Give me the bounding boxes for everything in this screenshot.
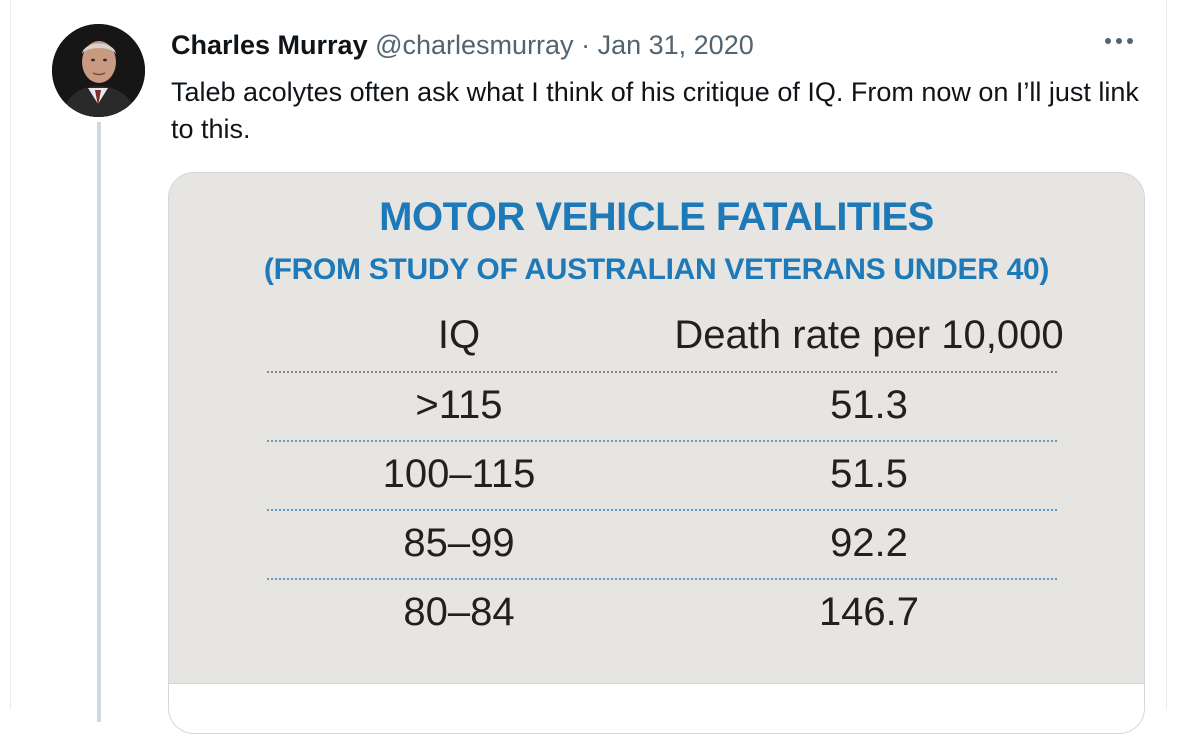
tweet-media[interactable]: MOTOR VEHICLE FATALITIES (FROM STUDY OF … (168, 172, 1145, 734)
iq-cell: >115 (415, 383, 503, 427)
thread-line (97, 122, 101, 722)
iq-cell: 85–99 (403, 521, 515, 565)
table-row: 100–115 51.5 (169, 450, 1144, 498)
row-divider (267, 440, 1057, 442)
avatar[interactable] (52, 24, 145, 117)
death-rate-cell: 92.2 (830, 521, 908, 565)
more-dots-icon[interactable] (1105, 38, 1133, 44)
meta-separator: · (581, 30, 591, 60)
row-divider (267, 509, 1057, 511)
row-divider (267, 578, 1057, 580)
iq-cell: 80–84 (403, 590, 515, 634)
death-rate-cell: 146.7 (818, 590, 920, 634)
column-header-iq: IQ (437, 313, 481, 357)
author-name[interactable]: Charles Murray (171, 30, 368, 60)
iq-cell: 100–115 (382, 452, 536, 496)
death-rate-cell: 51.5 (830, 452, 908, 496)
table-row: 85–99 92.2 (169, 519, 1144, 567)
table-row: 80–84 146.7 (169, 588, 1144, 636)
tweet-date[interactable]: Jan 31, 2020 (597, 30, 754, 60)
author-handle[interactable]: @charlesmurray (375, 30, 574, 60)
tweet-header: Charles Murray @charlesmurray · Jan 31, … (171, 28, 754, 62)
media-title: MOTOR VEHICLE FATALITIES (379, 195, 934, 239)
death-rate-cell: 51.3 (830, 383, 908, 427)
media-footer (169, 683, 1144, 733)
dot (1127, 38, 1133, 44)
tweet-card[interactable]: Charles Murray @charlesmurray · Jan 31, … (10, 0, 1167, 734)
row-divider (267, 371, 1057, 373)
dot (1116, 38, 1122, 44)
table-header-row: IQ Death rate per 10,000 (169, 311, 1144, 359)
tweet-text: Taleb acolytes often ask what I think of… (171, 77, 1139, 144)
table-row: >115 51.3 (169, 381, 1144, 429)
media-subtitle: (FROM STUDY OF AUSTRALIAN VETERANS UNDER… (263, 253, 1050, 286)
dot (1105, 38, 1111, 44)
column-header-death-rate: Death rate per 10,000 (674, 313, 1064, 357)
